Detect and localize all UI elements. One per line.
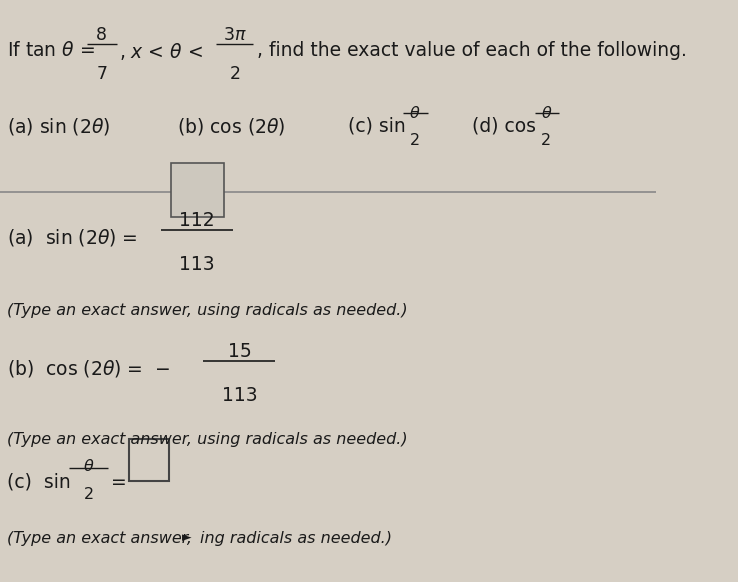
- Text: ing radicals as needed.): ing radicals as needed.): [200, 531, 392, 546]
- Text: (d) cos: (d) cos: [472, 116, 537, 136]
- Text: $\theta$: $\theta$: [83, 458, 94, 474]
- FancyBboxPatch shape: [170, 163, 224, 217]
- Text: 113: 113: [179, 255, 215, 274]
- Text: 112: 112: [179, 211, 215, 230]
- Text: (b)  cos (2$\theta$) =  $-$: (b) cos (2$\theta$) = $-$: [7, 358, 170, 379]
- Text: 15: 15: [227, 342, 251, 361]
- Text: , find the exact value of each of the following.: , find the exact value of each of the fo…: [257, 41, 687, 60]
- Text: (c) sin: (c) sin: [348, 116, 405, 136]
- Text: (Type an exact answer,: (Type an exact answer,: [7, 531, 197, 546]
- Text: 8: 8: [96, 26, 107, 44]
- Text: 2: 2: [541, 133, 551, 148]
- Text: , $x$ < $\theta$ <: , $x$ < $\theta$ <: [120, 41, 203, 62]
- Text: $\theta$: $\theta$: [410, 105, 421, 120]
- Text: (Type an exact answer, using radicals as needed.): (Type an exact answer, using radicals as…: [7, 432, 407, 447]
- FancyBboxPatch shape: [128, 439, 169, 481]
- Text: =: =: [111, 473, 127, 492]
- Text: 3$\pi$: 3$\pi$: [223, 26, 246, 44]
- Text: (a)  sin (2$\theta$) =: (a) sin (2$\theta$) =: [7, 227, 137, 248]
- Text: (b) cos (2$\theta$): (b) cos (2$\theta$): [177, 116, 286, 137]
- Text: $\theta$: $\theta$: [541, 105, 552, 120]
- Text: 113: 113: [221, 386, 258, 405]
- Text: If tan $\theta$ =: If tan $\theta$ =: [7, 41, 94, 60]
- Text: (c)  sin: (c) sin: [7, 473, 70, 492]
- Text: (a) sin (2$\theta$): (a) sin (2$\theta$): [7, 116, 110, 137]
- Text: (Type an exact answer, using radicals as needed.): (Type an exact answer, using radicals as…: [7, 303, 407, 318]
- Text: 2: 2: [410, 133, 420, 148]
- Text: ►: ►: [182, 531, 192, 544]
- Text: 2: 2: [230, 65, 241, 83]
- Text: 2: 2: [83, 487, 94, 502]
- Text: 7: 7: [96, 65, 107, 83]
